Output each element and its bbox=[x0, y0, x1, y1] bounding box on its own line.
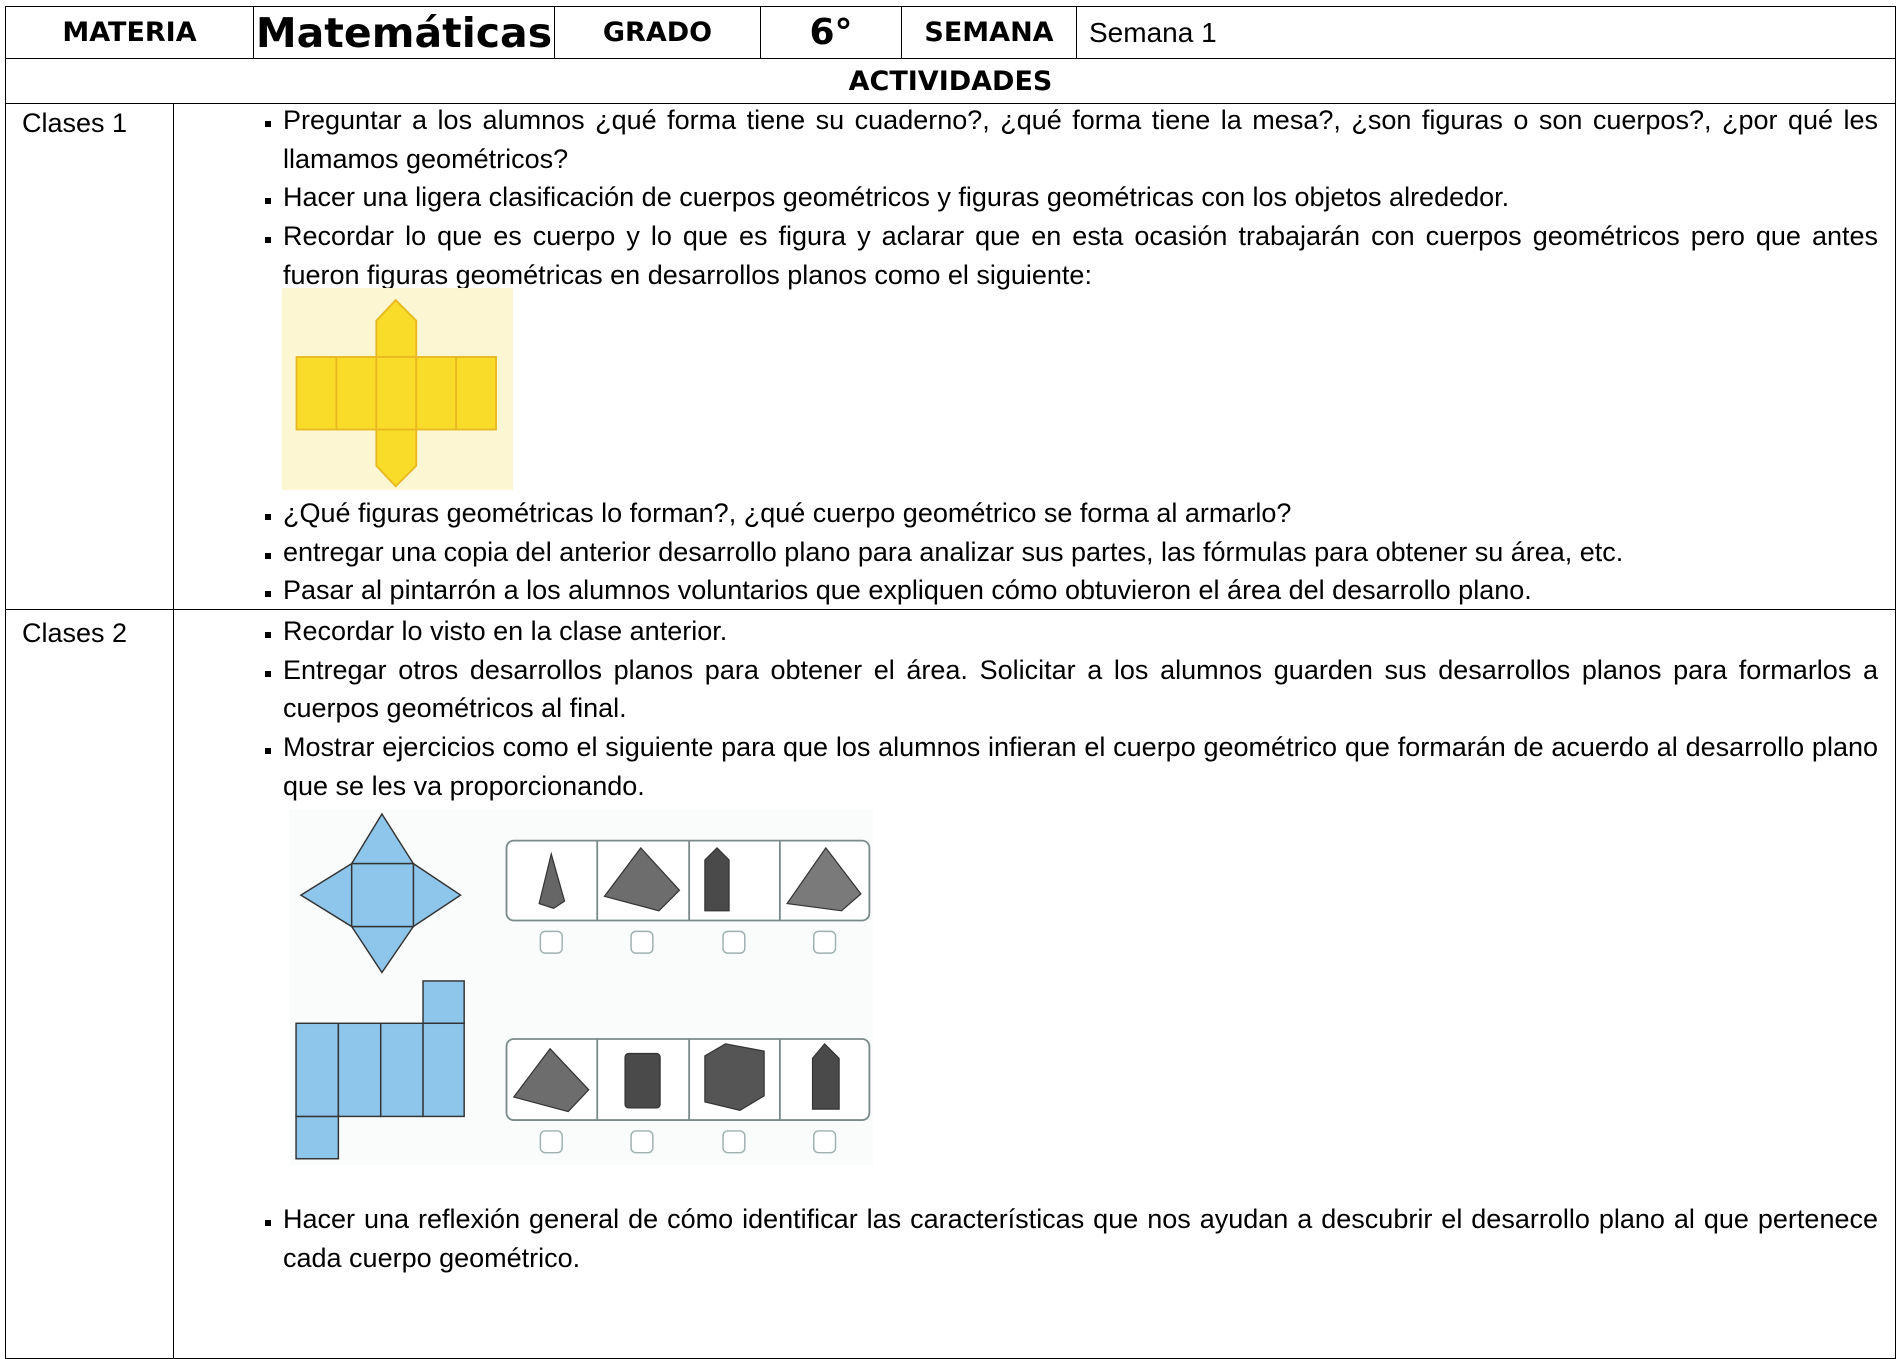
semana: Semana 1 bbox=[1076, 6, 1896, 59]
list: Hacer una reflexión general de cómo iden… bbox=[283, 1200, 1878, 1277]
list: Preguntar a los alumnos ¿qué forma tiene… bbox=[283, 101, 1878, 295]
list-item: Hacer una reflexión general de cómo iden… bbox=[283, 1200, 1878, 1277]
list-item: Hacer una ligera clasificación de cuerpo… bbox=[283, 178, 1878, 217]
list-item: Recordar lo que es cuerpo y lo que es fi… bbox=[283, 217, 1878, 294]
grado: 6° bbox=[760, 6, 902, 59]
list-item: entregar una copia del anterior desarrol… bbox=[283, 533, 1878, 572]
materia: Matemáticas bbox=[253, 6, 555, 59]
section-label: Clases 2 bbox=[22, 618, 128, 648]
label-cell: Clases 1 bbox=[5, 103, 174, 610]
grado-label: GRADO bbox=[554, 6, 761, 59]
actividades-title: ACTIVIDADES bbox=[5, 58, 1896, 104]
list-item: ¿Qué figuras geométricas lo forman?, ¿qu… bbox=[283, 494, 1878, 533]
section-label: Clases 1 bbox=[22, 108, 128, 138]
list-item: Pasar al pintarrón a los alumnos volunta… bbox=[283, 571, 1878, 610]
list: ¿Qué figuras geométricas lo forman?, ¿qu… bbox=[283, 494, 1878, 610]
list-item: Entregar otros desarrollos planos para o… bbox=[283, 651, 1878, 728]
list: Recordar lo visto en la clase anterior. … bbox=[283, 612, 1878, 806]
list-item: Mostrar ejercicios como el siguiente par… bbox=[283, 728, 1878, 805]
prism-net bbox=[282, 288, 513, 490]
semana-label: SEMANA bbox=[901, 6, 1077, 59]
materia-label: MATERIA bbox=[5, 6, 254, 59]
label-cell: Clases 2 bbox=[5, 609, 174, 1359]
nets-exercise bbox=[290, 809, 873, 1165]
list-item: Recordar lo visto en la clase anterior. bbox=[283, 612, 1878, 651]
list-item: Preguntar a los alumnos ¿qué forma tiene… bbox=[283, 101, 1878, 178]
